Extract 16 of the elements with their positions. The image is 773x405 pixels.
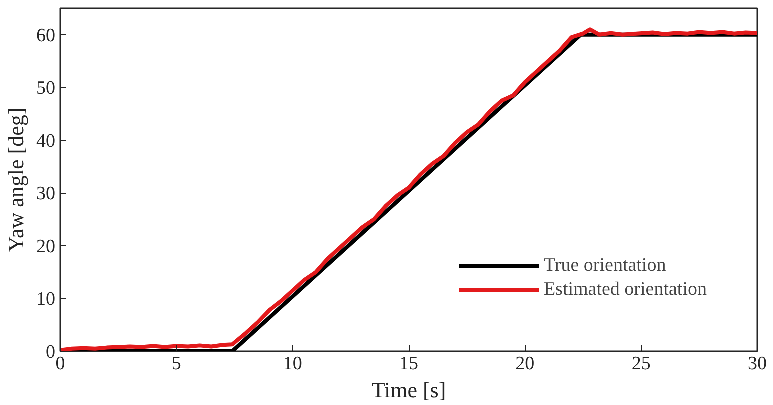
y-tick-label: 60 — [36, 25, 56, 46]
x-tick-label: 20 — [516, 354, 535, 374]
y-axis-title: Yaw angle [deg] — [4, 108, 28, 252]
y-tick-label: 30 — [36, 184, 56, 205]
x-tick-label: 5 — [172, 354, 182, 374]
x-tick-label: 30 — [748, 354, 767, 374]
x-tick-label: 25 — [632, 354, 651, 374]
x-axis-title: Time [s] — [372, 378, 446, 402]
x-tick-label: 15 — [400, 354, 418, 374]
y-tick-label: 50 — [36, 78, 56, 100]
x-tick-label: 10 — [283, 354, 302, 374]
y-tick-label: 10 — [36, 289, 56, 310]
y-tick-label: 20 — [36, 236, 56, 258]
y-tick-label: 40 — [36, 130, 56, 152]
legend-label: Estimated orientation — [544, 279, 707, 301]
legend-label: True orientation — [544, 255, 666, 277]
